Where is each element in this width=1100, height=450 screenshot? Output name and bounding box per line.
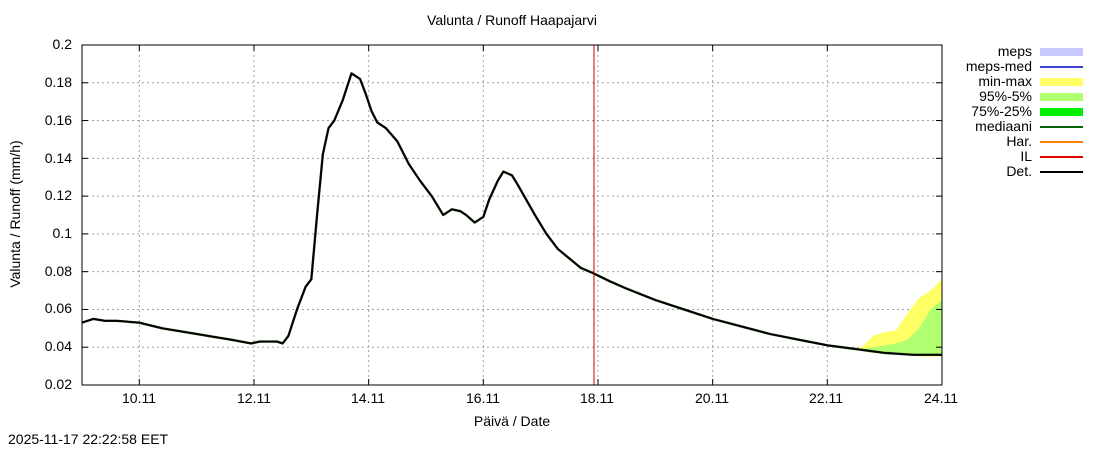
- legend-swatch-line: [1040, 141, 1083, 143]
- band-95-5: [844, 300, 942, 357]
- y-tick: 0.18: [44, 74, 72, 90]
- y-tick: 0.16: [44, 112, 72, 128]
- legend-label: Det.: [1006, 163, 1032, 179]
- legend-swatch-band: [1040, 48, 1083, 56]
- x-axis-label: Päivä / Date: [473, 413, 551, 429]
- legend-swatch-line: [1040, 156, 1083, 158]
- legend-label: min-max: [978, 73, 1032, 89]
- legend-item-meps-med: meps-med: [940, 59, 1100, 74]
- legend-swatch-line: [1040, 66, 1083, 68]
- y-tick: 0.02: [44, 376, 72, 392]
- plot-frame: [81, 44, 943, 386]
- legend-item-har: Har.: [940, 134, 1100, 149]
- x-tick: 10.11: [122, 390, 156, 406]
- legend-label: 75%-25%: [971, 103, 1032, 119]
- legend-label: meps-med: [965, 58, 1032, 74]
- legend-swatch-line: [1040, 126, 1083, 128]
- x-tick: 20.11: [695, 390, 729, 406]
- series-mediaani: [81, 72, 942, 356]
- legend-swatch-band: [1040, 108, 1083, 116]
- legend-item-min-max: min-max: [940, 74, 1100, 89]
- legend-item-75-25: 75%-25%: [940, 104, 1100, 119]
- legend-swatch-band: [1040, 78, 1083, 86]
- legend-item-95-5: 95%-5%: [940, 89, 1100, 104]
- legend-item-mediaani: mediaani: [940, 119, 1100, 134]
- legend-swatch-line: [1040, 171, 1083, 173]
- legend-label: Har.: [1006, 133, 1032, 149]
- legend-label: meps: [997, 43, 1032, 59]
- y-tick: 0.04: [44, 338, 72, 354]
- legend-label: mediaani: [975, 118, 1032, 134]
- y-tick: 0.14: [44, 150, 72, 166]
- legend-item-meps: meps: [940, 44, 1100, 59]
- x-tick: 24.11: [924, 390, 958, 406]
- x-tick: 14.11: [351, 390, 385, 406]
- x-tick: 22.11: [809, 390, 843, 406]
- x-tick: 18.11: [580, 390, 614, 406]
- timestamp: 2025-11-17 22:22:58 EET: [8, 431, 169, 447]
- legend-label: 95%-5%: [979, 88, 1032, 104]
- series-det: [81, 72, 942, 356]
- x-tick: 12.11: [237, 390, 271, 406]
- x-tick: 16.11: [466, 390, 500, 406]
- legend-swatch-band: [1040, 93, 1083, 101]
- legend-item-il: IL: [940, 149, 1100, 164]
- y-tick: 0.2: [52, 36, 72, 52]
- y-tick: 0.08: [44, 263, 72, 279]
- chart-title: Valunta / Runoff Haapajarvi: [427, 12, 597, 28]
- y-tick: 0.06: [44, 300, 72, 316]
- y-tick: 0.1: [52, 225, 72, 241]
- legend-item-det: Det.: [940, 164, 1100, 179]
- y-tick: 0.12: [44, 187, 72, 203]
- legend-label: IL: [1020, 148, 1032, 164]
